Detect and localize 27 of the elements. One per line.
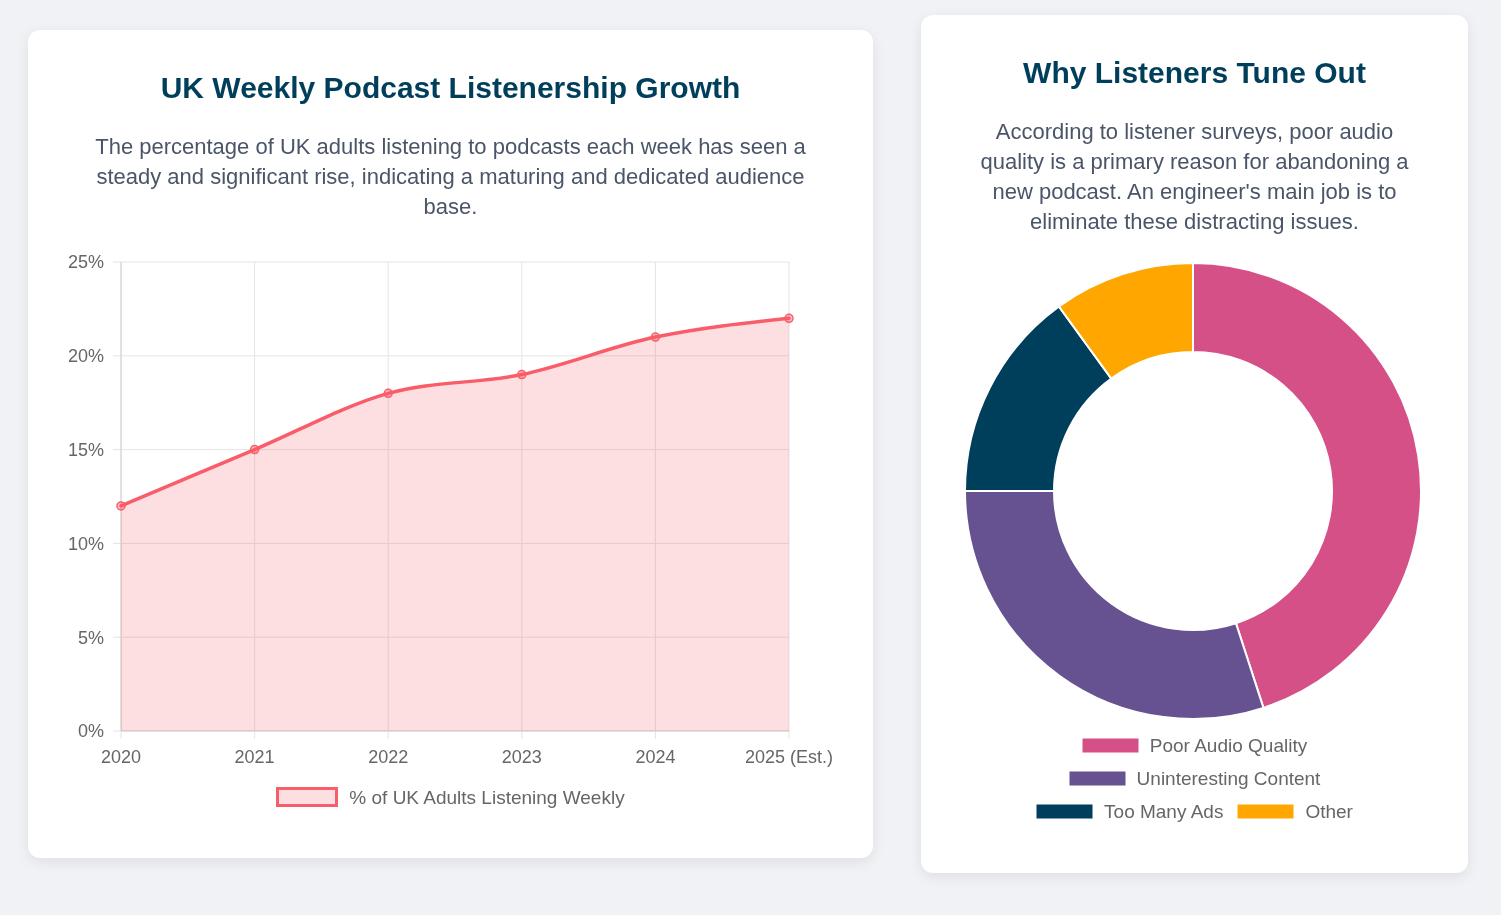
y-tick-label: 15% bbox=[67, 439, 104, 460]
x-tick-label: 2020 bbox=[100, 747, 142, 768]
y-tick-label: 10% bbox=[67, 533, 104, 554]
legend-label: Uninteresting Content bbox=[1136, 768, 1321, 789]
y-tick-label: 0% bbox=[77, 721, 104, 742]
x-tick-label: 2023 bbox=[501, 747, 542, 768]
x-tick-label: 2024 bbox=[635, 747, 676, 768]
chart-title: Why Listeners Tune Out bbox=[1022, 55, 1367, 91]
chart-title: UK Weekly Podcast Listenership Growth bbox=[159, 70, 742, 106]
x-tick-label: 2022 bbox=[368, 747, 409, 768]
point bbox=[517, 369, 527, 380]
point bbox=[249, 444, 260, 455]
point bbox=[784, 313, 794, 324]
legend-label: % of UK Adults Listening Weekly bbox=[349, 786, 625, 808]
chart-subtitle: The percentage of UK adults listening to podcasts each week has seen a steady and significant rise, indicating a maturing and dedicated audience base. bbox=[94, 133, 807, 221]
y-tick-label: 20% bbox=[67, 346, 104, 367]
point bbox=[383, 388, 393, 399]
x-tick-label: 2021 bbox=[234, 747, 275, 768]
x-tick-label: 2025 (Est.) bbox=[744, 747, 834, 768]
legend-label: Other bbox=[1305, 801, 1353, 822]
legend-label: Poor Audio Quality bbox=[1149, 735, 1308, 756]
point bbox=[116, 501, 126, 511]
legend-label: Too Many Ads bbox=[1104, 801, 1224, 822]
y-tick-label: 5% bbox=[77, 627, 104, 648]
y-tick-label: 25% bbox=[67, 252, 104, 273]
point bbox=[650, 332, 661, 342]
chart-subtitle: According to listener surveys, poor audio quality is a primary reason for abandoning a new podcast. An engineer's main job is to eliminate these distracting issues. bbox=[979, 118, 1410, 236]
